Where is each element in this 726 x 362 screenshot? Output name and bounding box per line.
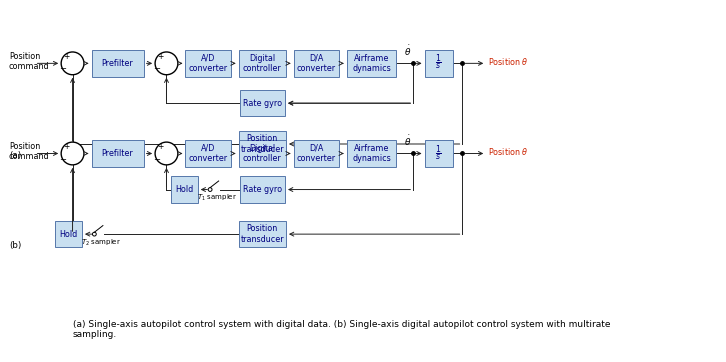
FancyBboxPatch shape [239, 131, 286, 157]
FancyBboxPatch shape [185, 140, 231, 167]
Circle shape [61, 52, 84, 75]
Text: Airframe
dynamics: Airframe dynamics [352, 144, 391, 163]
Text: Position
transducer: Position transducer [240, 224, 284, 244]
Text: $\frac{1}{s}$: $\frac{1}{s}$ [436, 143, 442, 164]
FancyBboxPatch shape [293, 50, 339, 77]
Text: −: − [153, 155, 160, 164]
Text: (a) Single-axis autopilot control system with digital data. (b) Single-axis digi: (a) Single-axis autopilot control system… [73, 320, 610, 340]
Circle shape [155, 142, 178, 165]
Text: Prefilter: Prefilter [102, 59, 134, 68]
FancyBboxPatch shape [239, 50, 286, 77]
Text: $T_2$ sampler: $T_2$ sampler [81, 237, 121, 248]
FancyBboxPatch shape [91, 50, 144, 77]
FancyBboxPatch shape [171, 176, 197, 203]
Text: Position
transducer: Position transducer [240, 134, 284, 154]
Circle shape [208, 188, 212, 191]
Text: −: − [153, 64, 160, 73]
Text: Hold: Hold [176, 185, 194, 194]
Text: −: − [60, 64, 67, 73]
Text: Hold: Hold [60, 230, 78, 239]
Text: A/D
converter: A/D converter [189, 54, 228, 73]
FancyBboxPatch shape [55, 221, 82, 247]
Text: Digital
controller: Digital controller [243, 54, 282, 73]
Text: A/D
converter: A/D converter [189, 144, 228, 163]
Text: $\dot{\theta}$: $\dot{\theta}$ [404, 134, 411, 148]
FancyBboxPatch shape [347, 140, 396, 167]
Text: Position
command: Position command [9, 142, 49, 161]
Text: (a): (a) [9, 151, 21, 160]
Text: +: + [64, 142, 70, 151]
Text: $\dot{\theta}$: $\dot{\theta}$ [404, 44, 411, 58]
FancyBboxPatch shape [347, 50, 396, 77]
Text: (b): (b) [9, 241, 21, 251]
FancyBboxPatch shape [91, 140, 144, 167]
Text: $T_1$ sampler: $T_1$ sampler [197, 193, 237, 203]
Text: $\frac{1}{s}$: $\frac{1}{s}$ [436, 53, 442, 73]
Text: Rate gyro: Rate gyro [242, 185, 282, 194]
Circle shape [61, 142, 84, 165]
Text: Position $\theta$: Position $\theta$ [488, 56, 529, 67]
Text: Digital
controller: Digital controller [243, 144, 282, 163]
FancyBboxPatch shape [293, 140, 339, 167]
FancyBboxPatch shape [425, 50, 453, 77]
Text: D/A
converter: D/A converter [297, 54, 336, 73]
Text: +: + [158, 142, 164, 151]
Text: Position $\theta$: Position $\theta$ [488, 146, 529, 157]
FancyBboxPatch shape [239, 140, 286, 167]
FancyBboxPatch shape [239, 221, 286, 247]
Text: Rate gyro: Rate gyro [242, 99, 282, 108]
Text: +: + [64, 52, 70, 61]
Circle shape [92, 232, 97, 236]
Text: D/A
converter: D/A converter [297, 144, 336, 163]
Text: Prefilter: Prefilter [102, 149, 134, 158]
Circle shape [155, 52, 178, 75]
FancyBboxPatch shape [240, 90, 285, 117]
FancyBboxPatch shape [240, 176, 285, 203]
Text: +: + [158, 52, 164, 61]
Text: −: − [60, 155, 67, 164]
FancyBboxPatch shape [425, 140, 453, 167]
Text: Airframe
dynamics: Airframe dynamics [352, 54, 391, 73]
FancyBboxPatch shape [185, 50, 231, 77]
Text: Position
command: Position command [9, 52, 49, 71]
